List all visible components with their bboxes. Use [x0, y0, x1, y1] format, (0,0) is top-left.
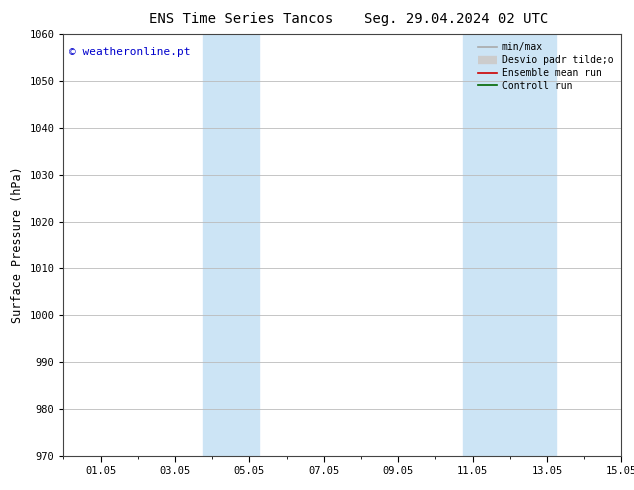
Text: ENS Time Series Tancos: ENS Time Series Tancos: [149, 12, 333, 26]
Text: Seg. 29.04.2024 02 UTC: Seg. 29.04.2024 02 UTC: [365, 12, 548, 26]
Text: © weatheronline.pt: © weatheronline.pt: [69, 47, 190, 57]
Y-axis label: Surface Pressure (hPa): Surface Pressure (hPa): [11, 167, 24, 323]
Bar: [463, 34, 556, 456]
Bar: [203, 34, 259, 456]
Legend: min/max, Desvio padr tilde;o, Ensemble mean run, Controll run: min/max, Desvio padr tilde;o, Ensemble m…: [475, 39, 616, 94]
